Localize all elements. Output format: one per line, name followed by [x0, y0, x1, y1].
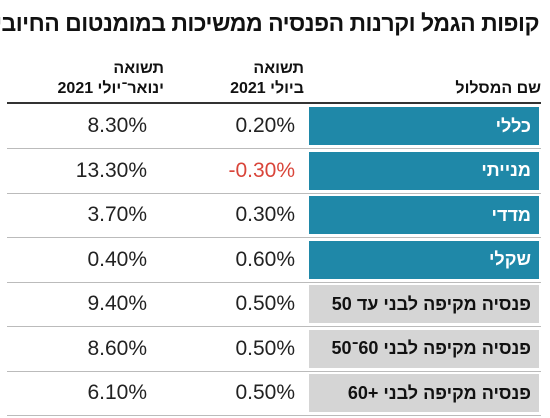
table-row: שקלי 0.60% 0.40%	[8, 238, 542, 283]
name-cell: פנסיה מקיפה לבני 60־50	[310, 329, 540, 368]
header-text: שם המסלול	[456, 80, 542, 97]
name-text: מדדי	[492, 204, 532, 225]
value-cell: 0.40%	[88, 247, 148, 271]
value-cell: 0.50%	[236, 381, 296, 404]
header-text: ינואר־יולי 2021	[58, 80, 165, 97]
value-cell: 3.70%	[88, 203, 148, 226]
name-cell: כללי	[310, 107, 540, 145]
value-cell: 0.50%	[236, 292, 296, 315]
table-row: פנסיה מקיפה לבני +60 0.50% 6.10%	[8, 371, 542, 416]
table-row: מנייתי -0.30% 13.30%	[8, 149, 542, 194]
name-cell: פנסיה מקיפה לבני +60	[310, 374, 540, 412]
header-cell: שם המסלול	[312, 55, 542, 99]
header-cell: תשואה ינואר־יולי 2021	[5, 55, 165, 99]
name-text: מנייתי	[482, 160, 532, 180]
name-text: כללי	[496, 115, 532, 136]
header-rule	[8, 102, 542, 104]
name-text: שקלי	[490, 249, 532, 269]
name-text: פנסיה מקיפה לבני 60־50	[332, 338, 532, 358]
table-row: מדדי 0.30% 3.70%	[8, 193, 542, 238]
table-row: פנסיה מקיפה לבני עד 50 0.50% 9.40%	[8, 282, 542, 327]
table-row: כללי 0.20% 8.30%	[8, 104, 542, 149]
value-cell: 0.60%	[236, 247, 296, 271]
value-cell: 0.20%	[236, 114, 296, 137]
value-cell: 0.50%	[236, 336, 296, 360]
name-cell: שקלי	[310, 240, 540, 279]
value-cell: 6.10%	[88, 381, 148, 404]
header-text: תשואה	[254, 60, 305, 77]
value-cell: 0.30%	[236, 203, 296, 226]
value-cell: -0.30%	[229, 158, 296, 182]
header-text: תשואה	[114, 60, 165, 77]
header-text: ביולי 2021	[231, 80, 305, 97]
table-row: פנסיה מקיפה לבני 60־50 0.50% 8.60%	[8, 327, 542, 372]
value-cell: 9.40%	[88, 292, 148, 315]
value-cell: 8.60%	[88, 336, 148, 360]
value-cell: 13.30%	[76, 158, 148, 182]
name-text: פנסיה מקיפה לבני עד 50	[332, 293, 532, 314]
name-cell: פנסיה מקיפה לבני עד 50	[310, 285, 540, 323]
title: קופות הגמל וקרנות הפנסיה ממשיכות במומנטו…	[0, 10, 541, 36]
name-text: פנסיה מקיפה לבני +60	[348, 382, 532, 403]
value-cell: 8.30%	[88, 114, 148, 137]
name-cell: מדדי	[310, 196, 540, 234]
header-cell: תשואה ביולי 2021	[180, 55, 305, 99]
name-cell: מנייתי	[310, 151, 540, 190]
